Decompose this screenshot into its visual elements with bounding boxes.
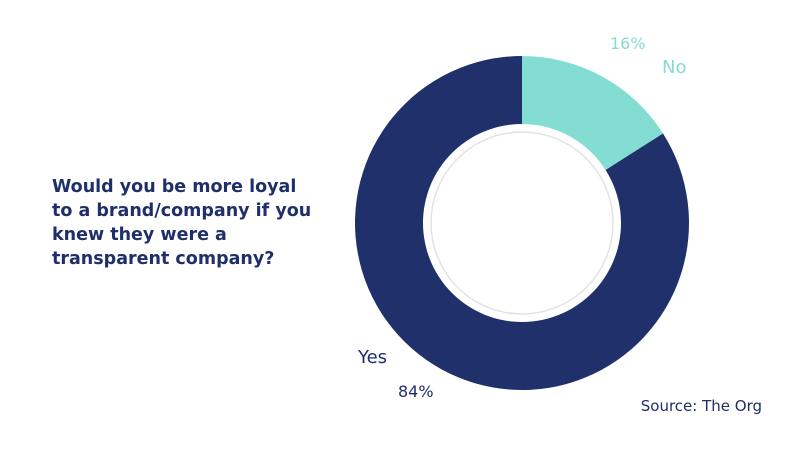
slice-value-label-no: 16% [610, 34, 646, 53]
donut-inner-ring [430, 131, 614, 315]
chart-title: Would you be more loyal to a brand/compa… [52, 177, 312, 269]
donut-slice-yes [355, 56, 689, 390]
source-note: Source: The Org [640, 397, 762, 415]
slice-value-label-yes: 84% [398, 382, 434, 401]
slice-name-label-no: No [662, 57, 686, 78]
donut-slices [355, 56, 689, 390]
slice-name-label-yes: Yes [357, 347, 387, 368]
donut-slice-no [522, 56, 664, 170]
